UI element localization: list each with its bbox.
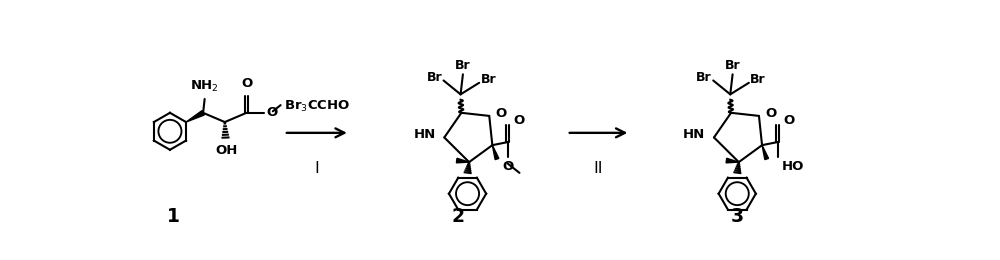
Polygon shape	[762, 145, 769, 160]
Polygon shape	[186, 111, 204, 122]
Text: HO: HO	[781, 160, 804, 173]
Text: OH: OH	[215, 144, 238, 157]
Text: Br: Br	[696, 71, 712, 84]
Text: 1: 1	[167, 206, 179, 225]
Text: 2: 2	[452, 206, 465, 225]
Text: Br: Br	[455, 59, 471, 72]
Text: HN: HN	[683, 128, 705, 141]
Text: NH$_2$: NH$_2$	[190, 79, 219, 94]
Text: Br$_3$CCHO: Br$_3$CCHO	[284, 99, 350, 114]
Polygon shape	[492, 145, 499, 160]
Text: Br: Br	[426, 71, 442, 84]
Text: O: O	[241, 77, 252, 90]
Text: O: O	[495, 107, 507, 120]
Text: O: O	[513, 114, 525, 127]
Text: O: O	[765, 107, 776, 120]
Polygon shape	[726, 158, 739, 163]
Text: I: I	[315, 161, 320, 176]
Text: Br: Br	[481, 73, 496, 86]
Text: O: O	[502, 160, 513, 173]
Text: Br: Br	[750, 73, 766, 86]
Text: 3: 3	[731, 206, 744, 225]
Text: O: O	[783, 114, 794, 127]
Text: O: O	[267, 106, 278, 119]
Text: Br: Br	[725, 59, 740, 72]
Text: II: II	[594, 161, 603, 176]
Polygon shape	[456, 158, 469, 163]
Text: HN: HN	[414, 128, 436, 141]
